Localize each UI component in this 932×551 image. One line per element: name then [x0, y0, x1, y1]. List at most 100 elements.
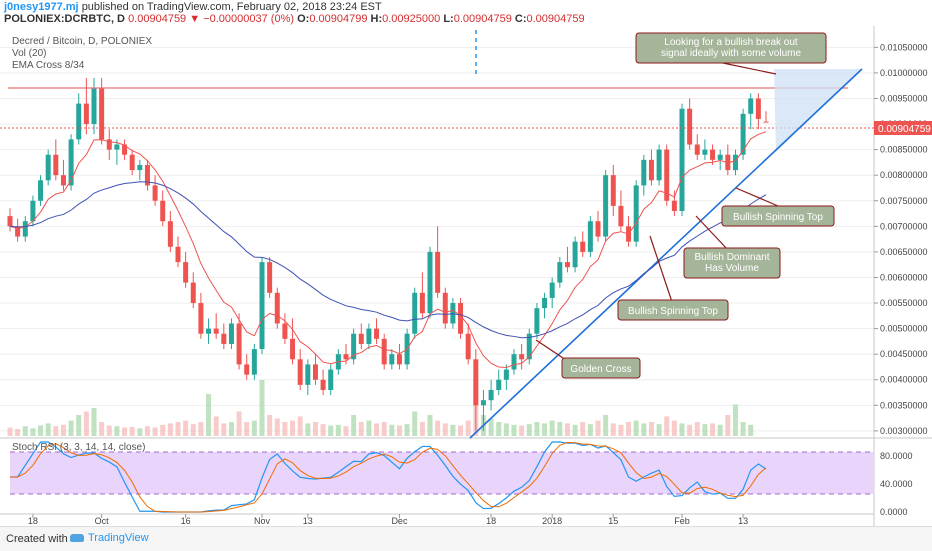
candle-body	[641, 159, 647, 186]
time-axis[interactable]: 18 Oct 16 Nov 13 Dec 18 2018 15 Feb 13	[28, 514, 748, 526]
annotation-breakout[interactable]: Looking for a bullish break out signal id…	[635, 32, 827, 75]
publish-line: j0nesy1977.mj published on TradingView.c…	[4, 1, 382, 13]
volume-bar	[99, 422, 105, 436]
candle-body	[503, 369, 509, 380]
volume-bar	[198, 422, 204, 436]
low-value: 0.00904759	[453, 13, 512, 25]
volume-bar	[7, 427, 13, 436]
legend-volume[interactable]: Vol (20)	[12, 48, 46, 59]
volume-bar	[389, 424, 395, 436]
y-tick-label: 0.00350000	[880, 400, 928, 410]
annotation-golden-cross[interactable]: Golden Cross	[535, 339, 641, 379]
volume-bar	[427, 415, 433, 436]
tradingview-logo[interactable]: TradingView	[70, 532, 149, 544]
volume-bar	[282, 422, 288, 436]
trend-line[interactable]	[469, 68, 863, 439]
y-tick-label: 0.00300000	[880, 426, 928, 436]
volume-bar	[671, 420, 677, 436]
candle-body	[129, 154, 135, 171]
y-tick-label: 0.00550000	[880, 298, 928, 308]
volume-bar	[228, 422, 234, 436]
annotation-spinning-top-1[interactable]: Bullish Spinning Top	[721, 187, 835, 227]
volume-bar	[374, 423, 380, 436]
legend-title[interactable]: Decred / Bitcoin, D, POLONIEX	[12, 36, 152, 47]
volume-bar	[511, 424, 517, 436]
volume-bar	[488, 418, 494, 436]
candle-body	[374, 328, 380, 339]
candle-body	[358, 333, 364, 344]
x-tick-label: Feb	[674, 516, 690, 526]
candle-body	[396, 354, 402, 365]
candle-body	[664, 149, 670, 201]
volume-bar	[297, 416, 303, 436]
price-chart[interactable]: 0.010500000.010000000.009500000.00900000…	[0, 26, 932, 526]
candle-body	[671, 200, 677, 211]
volume-bar	[503, 423, 509, 436]
annotation-spinning-top-2[interactable]: Bullish Spinning Top	[617, 235, 729, 321]
volume-bar	[137, 428, 143, 436]
annotation-dominant[interactable]: Bullish Dominant Has Volume	[683, 215, 781, 279]
candle-body	[564, 262, 570, 268]
stoch-rsi-band	[10, 452, 874, 494]
candle-body	[412, 292, 418, 334]
candle-body	[99, 88, 105, 140]
y-tick-label: 0.00450000	[880, 349, 928, 359]
candle-body	[190, 282, 196, 304]
volume-bar	[725, 415, 731, 436]
candle-body	[519, 354, 525, 360]
candle-body	[580, 241, 586, 252]
candle-body	[91, 88, 97, 125]
volume-bar	[167, 423, 173, 436]
candle-body	[259, 262, 265, 350]
volume-bar	[656, 424, 662, 436]
candle-body	[351, 333, 357, 360]
candle-body	[419, 292, 425, 314]
volume-bar	[358, 422, 364, 436]
volume-bar	[114, 426, 120, 436]
volume-bar	[710, 423, 716, 436]
legend-ema[interactable]: EMA Cross 8/34	[12, 60, 85, 71]
down-arrow-icon: ▼	[189, 13, 201, 25]
note-box	[721, 205, 835, 227]
volume-bar	[664, 416, 670, 436]
volume-bar	[732, 404, 738, 436]
candle-body	[618, 205, 624, 227]
brand-label: TradingView	[88, 532, 149, 544]
candle-body	[297, 359, 303, 385]
candle-body	[45, 154, 51, 181]
candle-body	[694, 144, 700, 155]
candle-body	[496, 379, 502, 390]
close-label: C:	[514, 13, 527, 25]
candle-body	[305, 364, 311, 385]
volume-bar	[648, 422, 654, 436]
volume-bar	[144, 426, 150, 436]
author-name[interactable]: j0nesy1977.mj	[4, 1, 79, 13]
volume-bar	[259, 380, 265, 436]
candle-body	[557, 262, 563, 283]
low-label: L:	[443, 13, 454, 25]
x-tick-label: 18	[28, 516, 38, 526]
ema-fast-line	[9, 131, 767, 369]
x-tick-label: 18	[486, 516, 496, 526]
callout-arrow	[735, 187, 779, 207]
candle-body	[687, 108, 693, 145]
volume-bar	[587, 424, 593, 436]
candle-body	[167, 221, 173, 247]
candle-body	[213, 328, 219, 334]
callout-arrow	[649, 235, 673, 303]
footer: Created with TradingView	[0, 526, 932, 551]
candle-body	[68, 139, 74, 186]
change-value: −0.00000037 (0%)	[203, 13, 295, 25]
ohlc-line: POLONIEX:DCRBTC, D 0.00904759 ▼ −0.00000…	[4, 13, 585, 25]
volume-bar	[206, 394, 212, 436]
x-tick-label: Dec	[391, 516, 408, 526]
candle-body	[633, 185, 639, 242]
stoch-k-line	[10, 441, 767, 513]
price-axis[interactable]: 0.010500000.010000000.009500000.00900000…	[874, 42, 928, 436]
volume-bar	[83, 411, 89, 436]
candle-body	[60, 175, 66, 186]
x-tick-label: 13	[738, 516, 748, 526]
candle-body	[244, 364, 250, 375]
cloud-icon	[70, 534, 84, 543]
legend-stoch-rsi[interactable]: Stoch RSI (3, 3, 14, 14, close)	[12, 442, 145, 453]
